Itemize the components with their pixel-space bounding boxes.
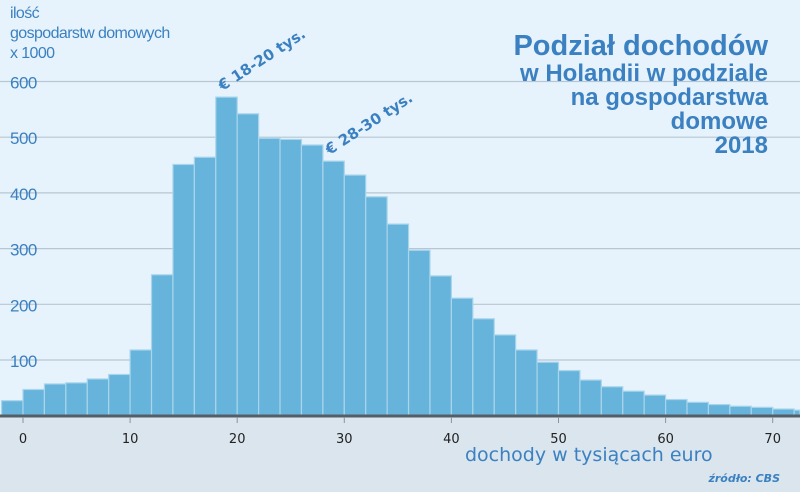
histogram-bar: [622, 390, 645, 417]
x-tick-label: 0: [19, 432, 27, 447]
annotation-label: € 28-30 tys.: [321, 89, 416, 159]
y-axis-label: ilość gospodarstw domowych x 1000: [10, 4, 170, 64]
histogram-bar: [22, 388, 46, 417]
histogram-bar: [215, 96, 238, 417]
histogram-bar: [365, 196, 388, 417]
histogram-bar: [579, 379, 602, 417]
histogram-bar: [729, 405, 752, 417]
histogram-bar: [664, 398, 688, 417]
histogram-bar: [236, 113, 260, 417]
x-tick-label: 30: [336, 432, 353, 447]
histogram-bar: [86, 378, 110, 417]
title-line: na gospodarstwa: [570, 84, 768, 111]
y-tick-label: 100: [10, 352, 37, 371]
x-axis-band: [0, 417, 800, 492]
histogram-bar: [150, 274, 174, 417]
histogram-bar: [300, 144, 324, 417]
histogram-bar: [172, 163, 195, 417]
histogram-bar: [343, 174, 367, 417]
y-label-line: gospodarstw domowych: [10, 25, 170, 42]
y-tick-label: 300: [10, 241, 37, 260]
y-tick-label: 200: [10, 296, 37, 315]
histogram-bar: [707, 403, 731, 417]
histogram-bar: [750, 406, 774, 417]
y-label-line: x 1000: [10, 45, 55, 62]
x-tick-label: 50: [550, 432, 567, 447]
histogram-bar: [279, 138, 303, 417]
title-line: w Holandii w podziale: [519, 60, 768, 87]
histogram-bar: [129, 349, 153, 417]
histogram-bar: [386, 223, 410, 417]
histogram-bar: [108, 373, 131, 417]
y-label-line: ilość: [10, 5, 40, 22]
histogram-bar: [557, 369, 581, 417]
histogram-bar: [643, 394, 667, 417]
chart-title: Podział dochodów w Holandii w podziale n…: [513, 30, 768, 158]
y-tick-label: 400: [10, 185, 37, 204]
title-main: Podział dochodów: [513, 30, 768, 62]
x-tick-label: 40: [443, 432, 460, 447]
histogram-bar: [322, 160, 345, 417]
histogram-bar: [193, 156, 217, 417]
annotation-label: € 18-20 tys.: [214, 25, 309, 95]
x-tick-label: 70: [764, 432, 781, 447]
histogram-bar: [0, 400, 24, 417]
source-note: źródło: CBS: [708, 472, 780, 485]
histogram-bar: [472, 318, 495, 417]
histogram-bar: [450, 297, 474, 417]
title-line: 2018: [714, 132, 768, 159]
histogram-bar: [493, 334, 517, 417]
histogram-bar: [43, 383, 67, 417]
histogram-bar: [600, 386, 624, 417]
x-tick-label: 10: [122, 432, 139, 447]
x-tick-label: 20: [229, 432, 246, 447]
y-tick-label: 500: [10, 129, 37, 148]
histogram-bar: [536, 361, 560, 417]
histogram-bar: [258, 137, 281, 417]
histogram-bar: [515, 349, 538, 417]
x-axis-label: dochody w tysiącach euro: [465, 444, 713, 466]
histogram-bar: [407, 249, 431, 417]
title-line: domowe: [670, 108, 768, 135]
histogram-bar: [686, 401, 710, 417]
histogram-bar: [65, 382, 88, 417]
x-tick-label: 60: [657, 432, 674, 447]
histogram-bar: [429, 275, 453, 417]
y-tick-label: 600: [10, 74, 37, 93]
